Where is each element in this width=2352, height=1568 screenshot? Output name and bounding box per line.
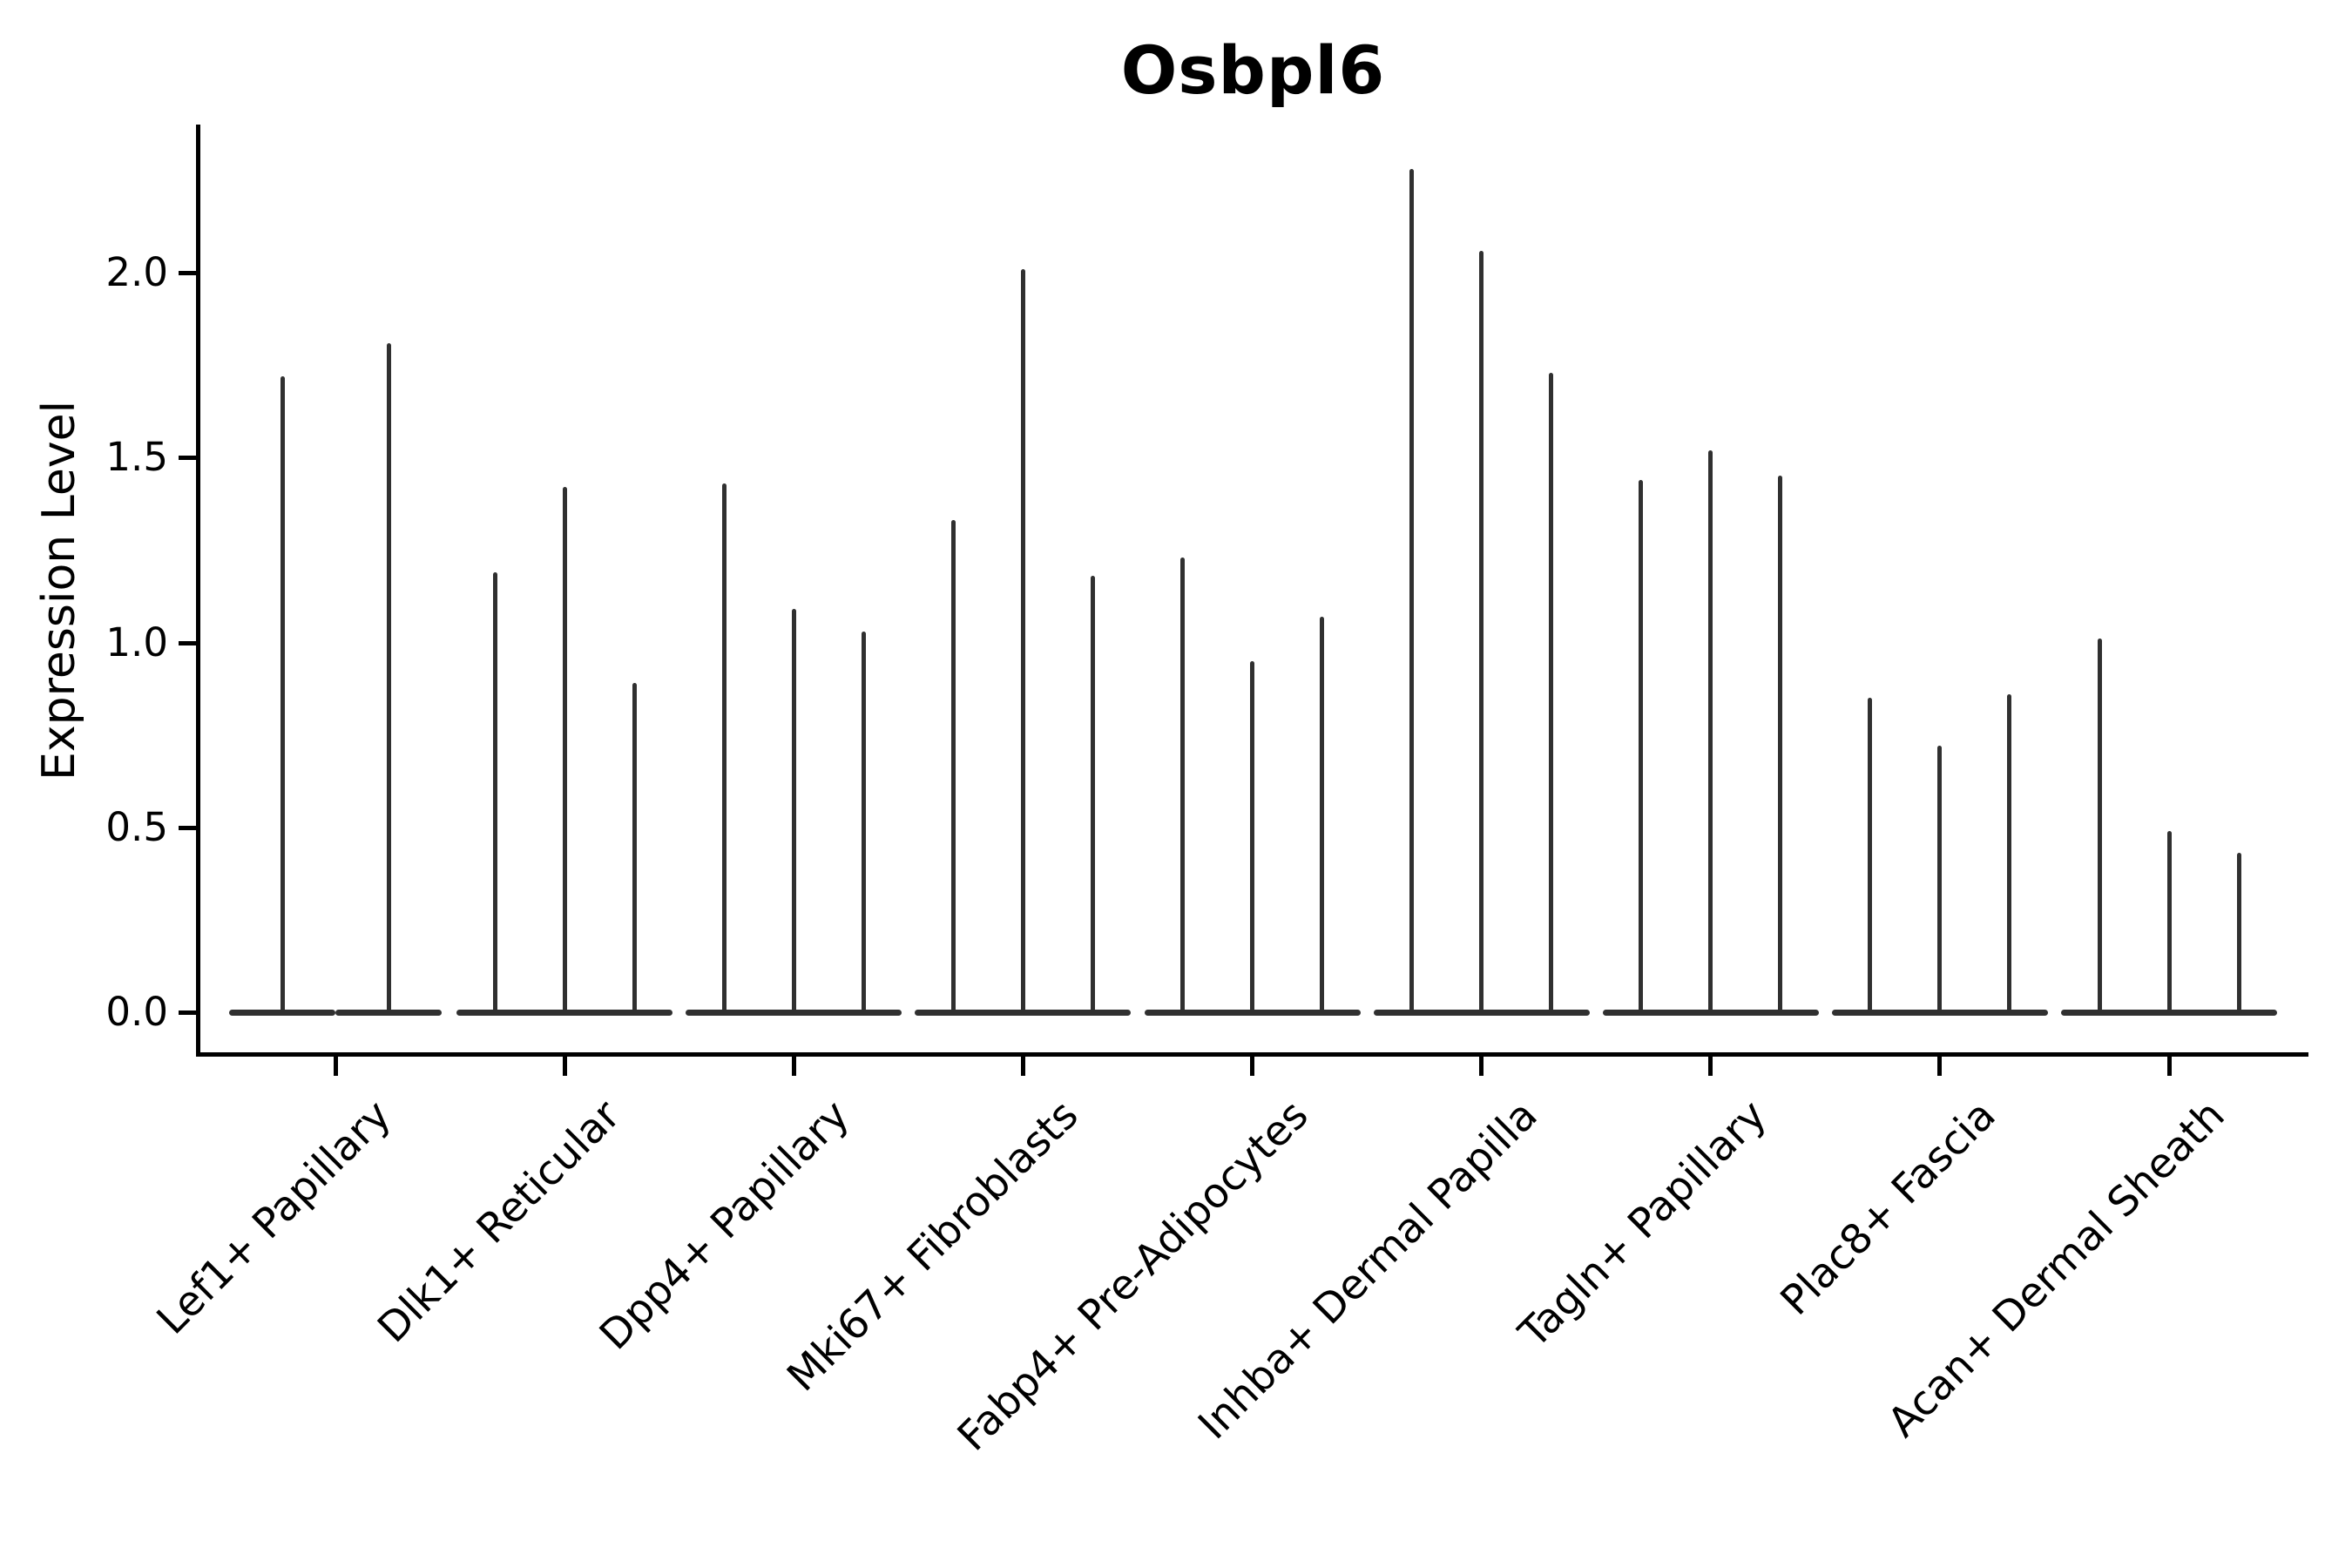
y-tick: [179, 825, 196, 830]
violin-spike: [1180, 557, 1185, 1014]
violin-spike: [721, 483, 727, 1014]
x-tick: [1020, 1057, 1025, 1076]
x-tick: [333, 1057, 338, 1076]
violin-spike: [950, 520, 956, 1014]
x-tick: [1479, 1057, 1484, 1076]
violin-spike: [1320, 616, 1324, 1014]
x-tick-label: Plac8+ Fascia: [1771, 1091, 2005, 1325]
violin-spike: [1639, 479, 1644, 1014]
x-tick-label: Mki67+ Fibroblasts: [778, 1091, 1088, 1402]
violin-spike: [1937, 746, 1943, 1014]
x-tick-label: Tagln+ Papillary: [1510, 1091, 1776, 1357]
violin-spike: [1868, 698, 1873, 1014]
violin-spike: [386, 342, 391, 1014]
violin-spike: [1778, 476, 1783, 1014]
violin-spike: [492, 571, 497, 1014]
violin-spike: [1479, 250, 1484, 1014]
x-axis-spine: [196, 1052, 2308, 1057]
x-tick-label: Dlk1+ Reticular: [368, 1091, 630, 1353]
x-tick-label: Fabp4+ Pre-Adipocytes: [948, 1091, 1318, 1461]
violin-spike: [632, 683, 637, 1014]
violin-spike: [562, 487, 567, 1014]
violin-spike: [2007, 693, 2012, 1014]
y-tick: [179, 640, 196, 645]
violin-spike: [1409, 169, 1415, 1014]
y-tick: [179, 456, 196, 461]
x-tick: [562, 1057, 567, 1076]
violin-spike: [2097, 639, 2102, 1014]
violin-spike: [1708, 449, 1713, 1014]
x-tick: [2166, 1057, 2172, 1076]
violin-spike: [1250, 660, 1254, 1014]
x-tick: [1708, 1057, 1713, 1076]
violin-spike: [1549, 372, 1554, 1014]
y-axis-spine: [196, 125, 200, 1057]
x-tick-label: Inhba+ Dermal Papilla: [1188, 1091, 1547, 1450]
violin-spike: [1090, 576, 1095, 1014]
y-tick: [179, 271, 196, 275]
x-tick: [791, 1057, 796, 1076]
x-tick-label: Acan+ Dermal Sheath: [1878, 1091, 2234, 1447]
y-tick-label: 0.5: [105, 803, 168, 850]
violin-spike: [1020, 268, 1025, 1014]
violin-spike: [2236, 853, 2241, 1014]
y-tick-label: 0.0: [105, 989, 168, 1035]
x-tick-label: Dpp4+ Papillary: [591, 1091, 859, 1360]
y-tick: [179, 1010, 196, 1015]
violin-spike: [2166, 830, 2172, 1014]
x-tick: [1250, 1057, 1254, 1076]
y-tick-label: 1.5: [105, 434, 168, 481]
violin-spike: [791, 609, 796, 1014]
violin-spike: [280, 375, 285, 1014]
chart-title: Osbpl6: [1120, 31, 1386, 109]
y-tick-label: 1.0: [105, 618, 168, 666]
violin-spike: [861, 631, 866, 1014]
x-tick: [1937, 1057, 1943, 1076]
y-tick-label: 2.0: [105, 249, 168, 295]
